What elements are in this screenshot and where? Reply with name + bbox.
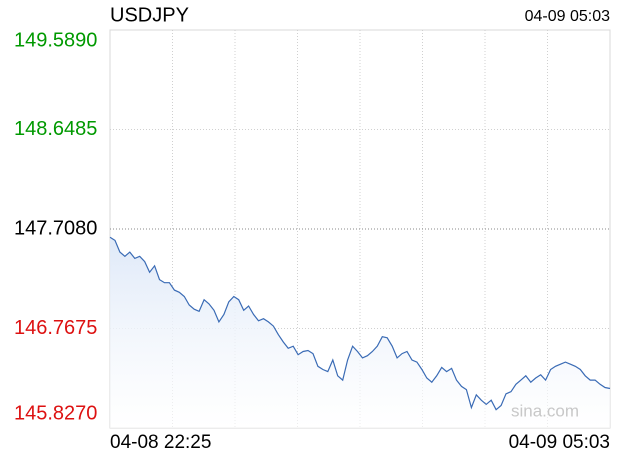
area: [110, 237, 610, 428]
current-time: 04-09 05:03: [525, 8, 611, 25]
x-tick-label: 04-08 22:25: [110, 432, 211, 453]
y-tick-label: 147.7080: [14, 217, 97, 239]
watermark: sina.com: [511, 401, 579, 420]
x-tick-label: 04-09 05:03: [509, 432, 610, 453]
chart-title: USDJPY: [110, 4, 189, 26]
y-tick-label: 148.6485: [14, 118, 97, 140]
price-line: [109, 236, 611, 411]
y-tick-label: 149.5890: [14, 29, 97, 51]
y-tick-label: 146.7675: [14, 317, 97, 339]
y-tick-label: 145.8270: [14, 402, 97, 424]
